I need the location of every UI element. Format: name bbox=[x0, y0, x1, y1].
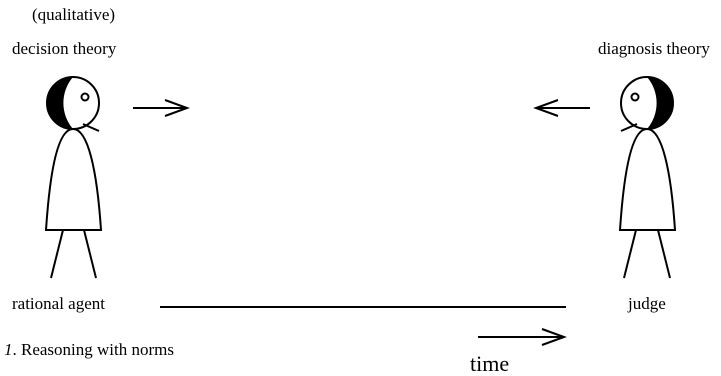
time-arrow bbox=[478, 329, 564, 345]
caption-text: . Reasoning with norms bbox=[13, 340, 175, 359]
right-arrow bbox=[536, 100, 590, 116]
caption: 1. Reasoning with norms bbox=[4, 340, 174, 359]
right-figure bbox=[620, 77, 675, 278]
left-arrow bbox=[133, 100, 187, 116]
caption-number: 1 bbox=[4, 340, 13, 359]
left-agent-label: rational agent bbox=[12, 294, 105, 313]
left-theory-label: decision theory bbox=[12, 39, 117, 58]
diagram: (qualitative) decision theory diagnosis … bbox=[0, 0, 721, 376]
qualifier-label: (qualitative) bbox=[32, 5, 115, 24]
right-agent-label: judge bbox=[627, 294, 666, 313]
time-label: time bbox=[470, 351, 509, 376]
left-figure bbox=[46, 77, 101, 278]
right-theory-label: diagnosis theory bbox=[598, 39, 710, 58]
